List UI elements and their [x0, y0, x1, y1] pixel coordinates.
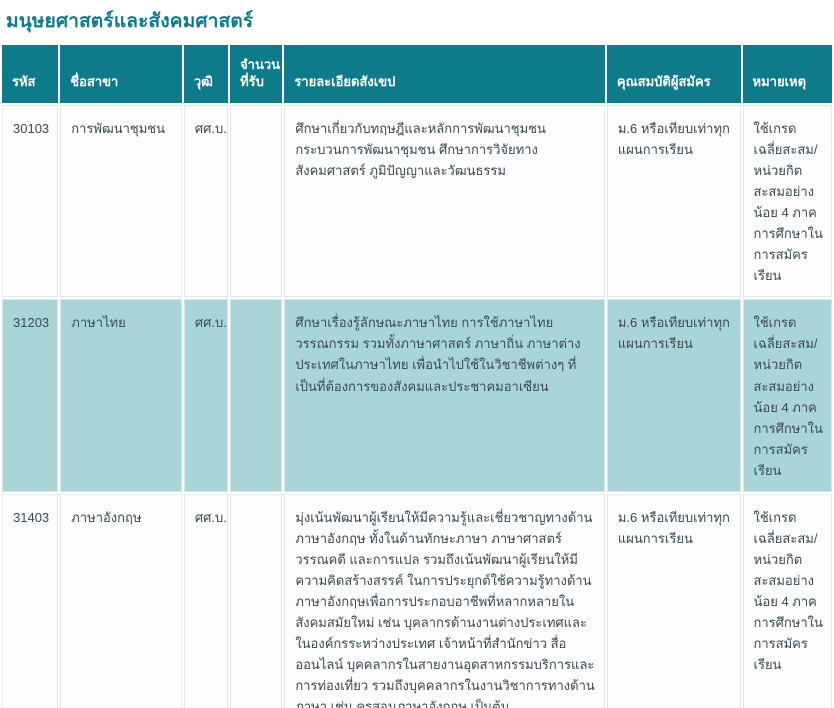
cell-name: ภาษาอังกฤษ: [60, 493, 182, 708]
table-row: 31403 ภาษาอังกฤษ ศศ.บ. มุ่งเน้นพัฒนาผู้เ…: [2, 493, 832, 708]
cell-name: การพัฒนาชุมชน: [60, 105, 182, 298]
column-header-details: รายละเอียดสังเขป: [284, 45, 605, 103]
column-header-note: หมายเหตุ: [742, 45, 832, 103]
cell-qualification: ม.6 หรือเทียบเท่าทุกแผนการเรียน: [606, 105, 741, 298]
cell-seats: [230, 493, 283, 708]
table-row: 30103 การพัฒนาชุมชน ศศ.บ. ศึกษาเกี่ยวกับ…: [2, 105, 832, 298]
cell-note: ใช้เกรดเฉลี่ยสะสม/ หน่วยกิตสะสมอย่างน้อย…: [742, 493, 832, 708]
table-row: 31203 ภาษาไทย ศศ.บ. ศึกษาเรื่องรู้ลักษณะ…: [2, 299, 832, 492]
cell-code: 31203: [2, 299, 59, 492]
cell-qualification: ม.6 หรือเทียบเท่าทุกแผนการเรียน: [606, 299, 741, 492]
cell-details: มุ่งเน้นพัฒนาผู้เรียนให้มีความรู้และเชี่…: [284, 493, 605, 708]
column-header-qualification: คุณสมบัติผู้สมัคร: [606, 45, 741, 103]
cell-note: ใช้เกรดเฉลี่ยสะสม/ หน่วยกิตสะสมอย่างน้อย…: [742, 105, 832, 298]
cell-details: ศึกษาเกี่ยวกับทฤษฎีและหลักการพัฒนาชุมชน …: [284, 105, 605, 298]
page-title: มนุษยศาสตร์และสังคมศาสตร์: [6, 11, 254, 32]
table-body: 30103 การพัฒนาชุมชน ศศ.บ. ศึกษาเกี่ยวกับ…: [2, 105, 832, 708]
column-header-degree: วุฒิ: [183, 45, 229, 103]
cell-code: 31403: [2, 493, 59, 708]
cell-degree: ศศ.บ.: [183, 493, 229, 708]
cell-qualification: ม.6 หรือเทียบเท่าทุกแผนการเรียน: [606, 493, 741, 708]
cell-seats: [230, 105, 283, 298]
column-header-seats: จำนวนที่รับ: [230, 45, 283, 103]
cell-degree: ศศ.บ.: [183, 105, 229, 298]
cell-name: ภาษาไทย: [60, 299, 182, 492]
cell-degree: ศศ.บ.: [183, 299, 229, 492]
table-header: รหัส ชื่อสาขา วุฒิ จำนวนที่รับ รายละเอีย…: [2, 45, 832, 103]
cell-code: 30103: [2, 105, 59, 298]
column-header-name: ชื่อสาขา: [60, 45, 182, 103]
programs-table: รหัส ชื่อสาขา วุฒิ จำนวนที่รับ รายละเอีย…: [0, 43, 834, 708]
cell-details: ศึกษาเรื่องรู้ลักษณะภาษาไทย การใช้ภาษาไท…: [284, 299, 605, 492]
cell-seats: [230, 299, 283, 492]
column-header-code: รหัส: [2, 45, 59, 103]
cell-note: ใช้เกรดเฉลี่ยสะสม/ หน่วยกิตสะสมอย่างน้อย…: [742, 299, 832, 492]
header-row: รหัส ชื่อสาขา วุฒิ จำนวนที่รับ รายละเอีย…: [2, 45, 832, 103]
